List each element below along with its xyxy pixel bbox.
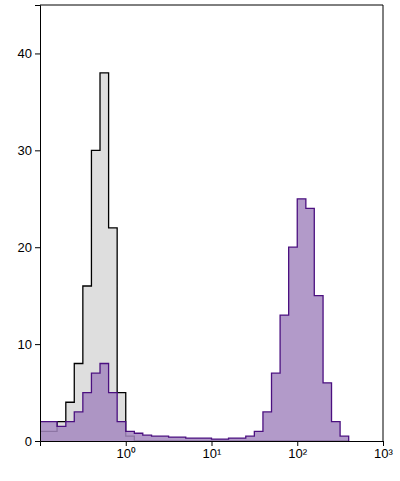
x-tick-label: 10³	[374, 446, 393, 461]
y-tick-label: 0	[25, 434, 32, 449]
y-tick-mark	[35, 150, 40, 151]
x-tick: 10²	[288, 441, 307, 461]
x-axis: 10⁰ 10¹ 10² 10³	[41, 441, 394, 461]
y-tick-label: 20	[18, 240, 32, 255]
histogram-area	[40, 199, 349, 441]
y-tick: 10	[18, 337, 40, 352]
y-tick-label: 10	[18, 337, 32, 352]
y-tick: 0	[25, 434, 40, 449]
histogram-area	[40, 73, 349, 441]
y-axis-line	[35, 6, 41, 442]
x-tick: 10⁰	[117, 441, 136, 461]
x-tick: 10³	[374, 441, 393, 461]
y-tick-mark	[35, 247, 40, 248]
y-tick: 40	[18, 46, 40, 61]
y-axis: 0 10 20 30 40	[18, 6, 41, 449]
histogram-outline	[40, 199, 349, 441]
y-tick-mark	[35, 441, 40, 442]
chart: 10⁰ 10¹ 10² 10³ 0 10 20 30 40	[0, 0, 400, 481]
histogram-outline	[40, 73, 349, 441]
plot: 10⁰ 10¹ 10² 10³ 0 10 20 30 40	[18, 5, 394, 461]
x-tick-label: 10¹	[203, 446, 222, 461]
y-tick: 20	[18, 240, 40, 255]
frame	[40, 5, 383, 6]
y-tick-label: 30	[18, 143, 32, 158]
x-tick: 10¹	[203, 441, 222, 461]
y-tick-label: 40	[18, 46, 32, 61]
x-tick-label: 10⁰	[117, 446, 136, 461]
y-tick-mark	[35, 344, 40, 345]
y-tick: 30	[18, 143, 40, 158]
x-tick-label: 10²	[288, 446, 307, 461]
y-tick-mark	[35, 53, 40, 54]
frame	[383, 5, 384, 441]
marks	[40, 73, 349, 441]
